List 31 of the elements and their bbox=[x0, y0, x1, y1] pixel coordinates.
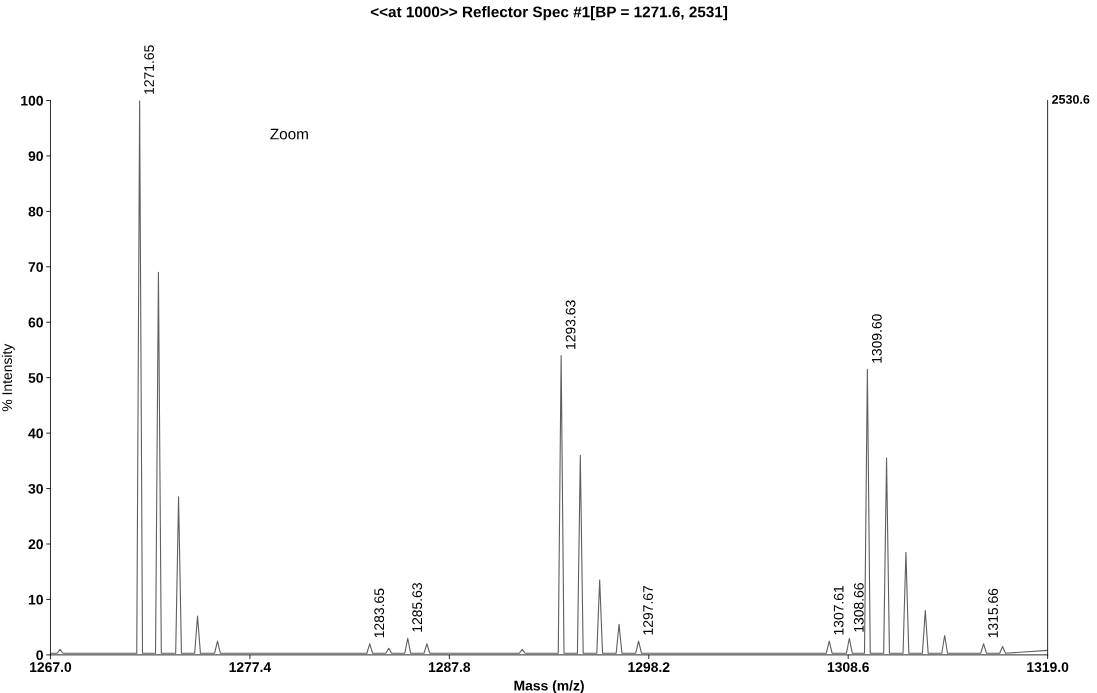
x-tick-label: 1277.4 bbox=[229, 662, 272, 672]
y-tick-label: 100 bbox=[21, 95, 43, 106]
annotation: 1309.60 bbox=[871, 314, 882, 363]
y-tick-label: 0 bbox=[36, 650, 43, 661]
y-tick-label: 10 bbox=[28, 594, 43, 605]
x-tick-label: 1308.6 bbox=[827, 662, 869, 673]
y-tick-label: 50 bbox=[28, 373, 43, 383]
y-tick-label: 80 bbox=[28, 206, 43, 217]
annotation: 1271.65 bbox=[144, 45, 154, 94]
y-tick-label: 60 bbox=[28, 317, 43, 328]
x-tick-label: 1287.8 bbox=[428, 662, 471, 673]
x-tick-label: 1319.0 bbox=[1027, 662, 1069, 673]
x-axis-title: Mass (m/z) bbox=[514, 680, 584, 693]
y-tick-label: 70 bbox=[28, 262, 43, 272]
x-tick-label: 1298.2 bbox=[628, 662, 670, 673]
annotation: 1285.63 bbox=[412, 583, 423, 632]
annotation: 1297.67 bbox=[643, 585, 653, 635]
y-axis-title: % Intensity bbox=[1, 343, 15, 412]
annotation: 1283.65 bbox=[374, 588, 385, 638]
y-tick-label: 40 bbox=[28, 428, 43, 439]
annotation: 1307.61 bbox=[833, 585, 844, 635]
annotation: 1315.66 bbox=[988, 588, 998, 638]
x-tick-label: 1267.0 bbox=[30, 662, 72, 673]
y-tick-label: 90 bbox=[28, 151, 43, 162]
annotation: 1293.63 bbox=[565, 300, 576, 349]
y-tick-label: 20 bbox=[28, 539, 43, 550]
chart-title: <<at 1000>> Reflector Spec #1[BP = 1271.6, 2531] bbox=[370, 6, 728, 21]
annotation: 1308.66 bbox=[853, 583, 864, 632]
y-tick-label: 30 bbox=[28, 483, 43, 494]
text: 2530.6 bbox=[1052, 94, 1090, 104]
annotation: Zoom bbox=[270, 128, 308, 140]
